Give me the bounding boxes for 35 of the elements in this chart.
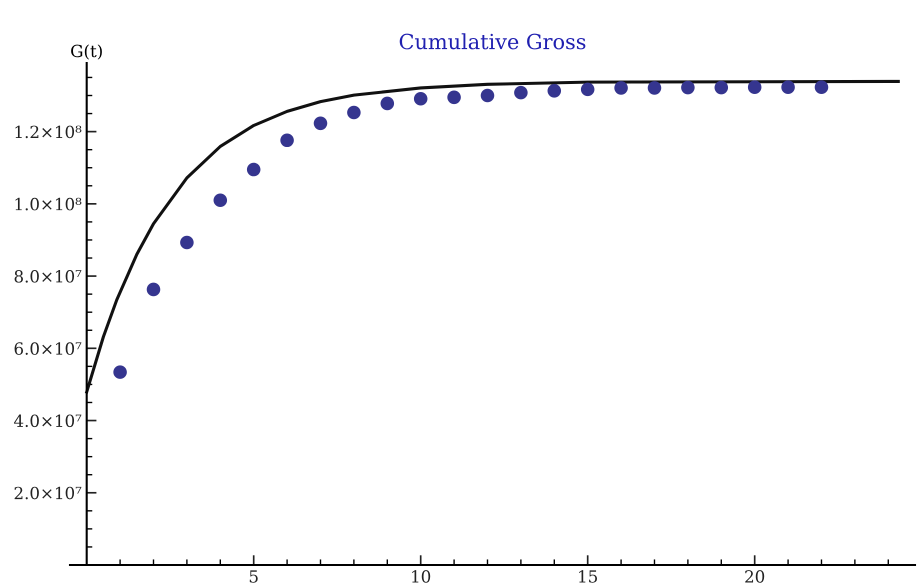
y-axis-title: G(t) [71, 44, 102, 60]
point [214, 193, 228, 208]
point [280, 134, 294, 148]
chart-title: Cumulative Gross [400, 33, 586, 50]
point [480, 88, 494, 102]
x-tick-label: 15 [579, 570, 598, 583]
line-series [85, 80, 900, 394]
point [246, 162, 260, 176]
y-tick-label: 6.0×10⁷ [14, 342, 82, 355]
point [814, 80, 828, 94]
point [748, 80, 762, 94]
point [380, 96, 394, 110]
point [681, 80, 695, 94]
y-tick-label: 1.2×10⁸ [16, 126, 82, 138]
point [180, 236, 194, 250]
x-tick-label: 10 [412, 570, 430, 583]
x-tick-label: 20 [745, 570, 764, 583]
point [580, 82, 594, 96]
point [548, 84, 562, 98]
point [648, 81, 662, 95]
point [447, 90, 461, 104]
point [146, 282, 160, 296]
point [113, 365, 127, 379]
point [414, 92, 428, 106]
point [514, 86, 528, 100]
x-tick-label: 5 [250, 570, 258, 583]
y-tick-label: 8.0×10⁷ [14, 270, 82, 283]
y-tick-label: 4.0×10⁷ [14, 414, 82, 428]
point [781, 80, 795, 94]
point [314, 116, 328, 130]
point [714, 80, 728, 94]
y-tick-label: 2.0×10⁷ [14, 486, 82, 500]
point [614, 81, 628, 95]
y-tick-label: 1.0×10⁸ [16, 198, 82, 210]
point [347, 106, 361, 120]
